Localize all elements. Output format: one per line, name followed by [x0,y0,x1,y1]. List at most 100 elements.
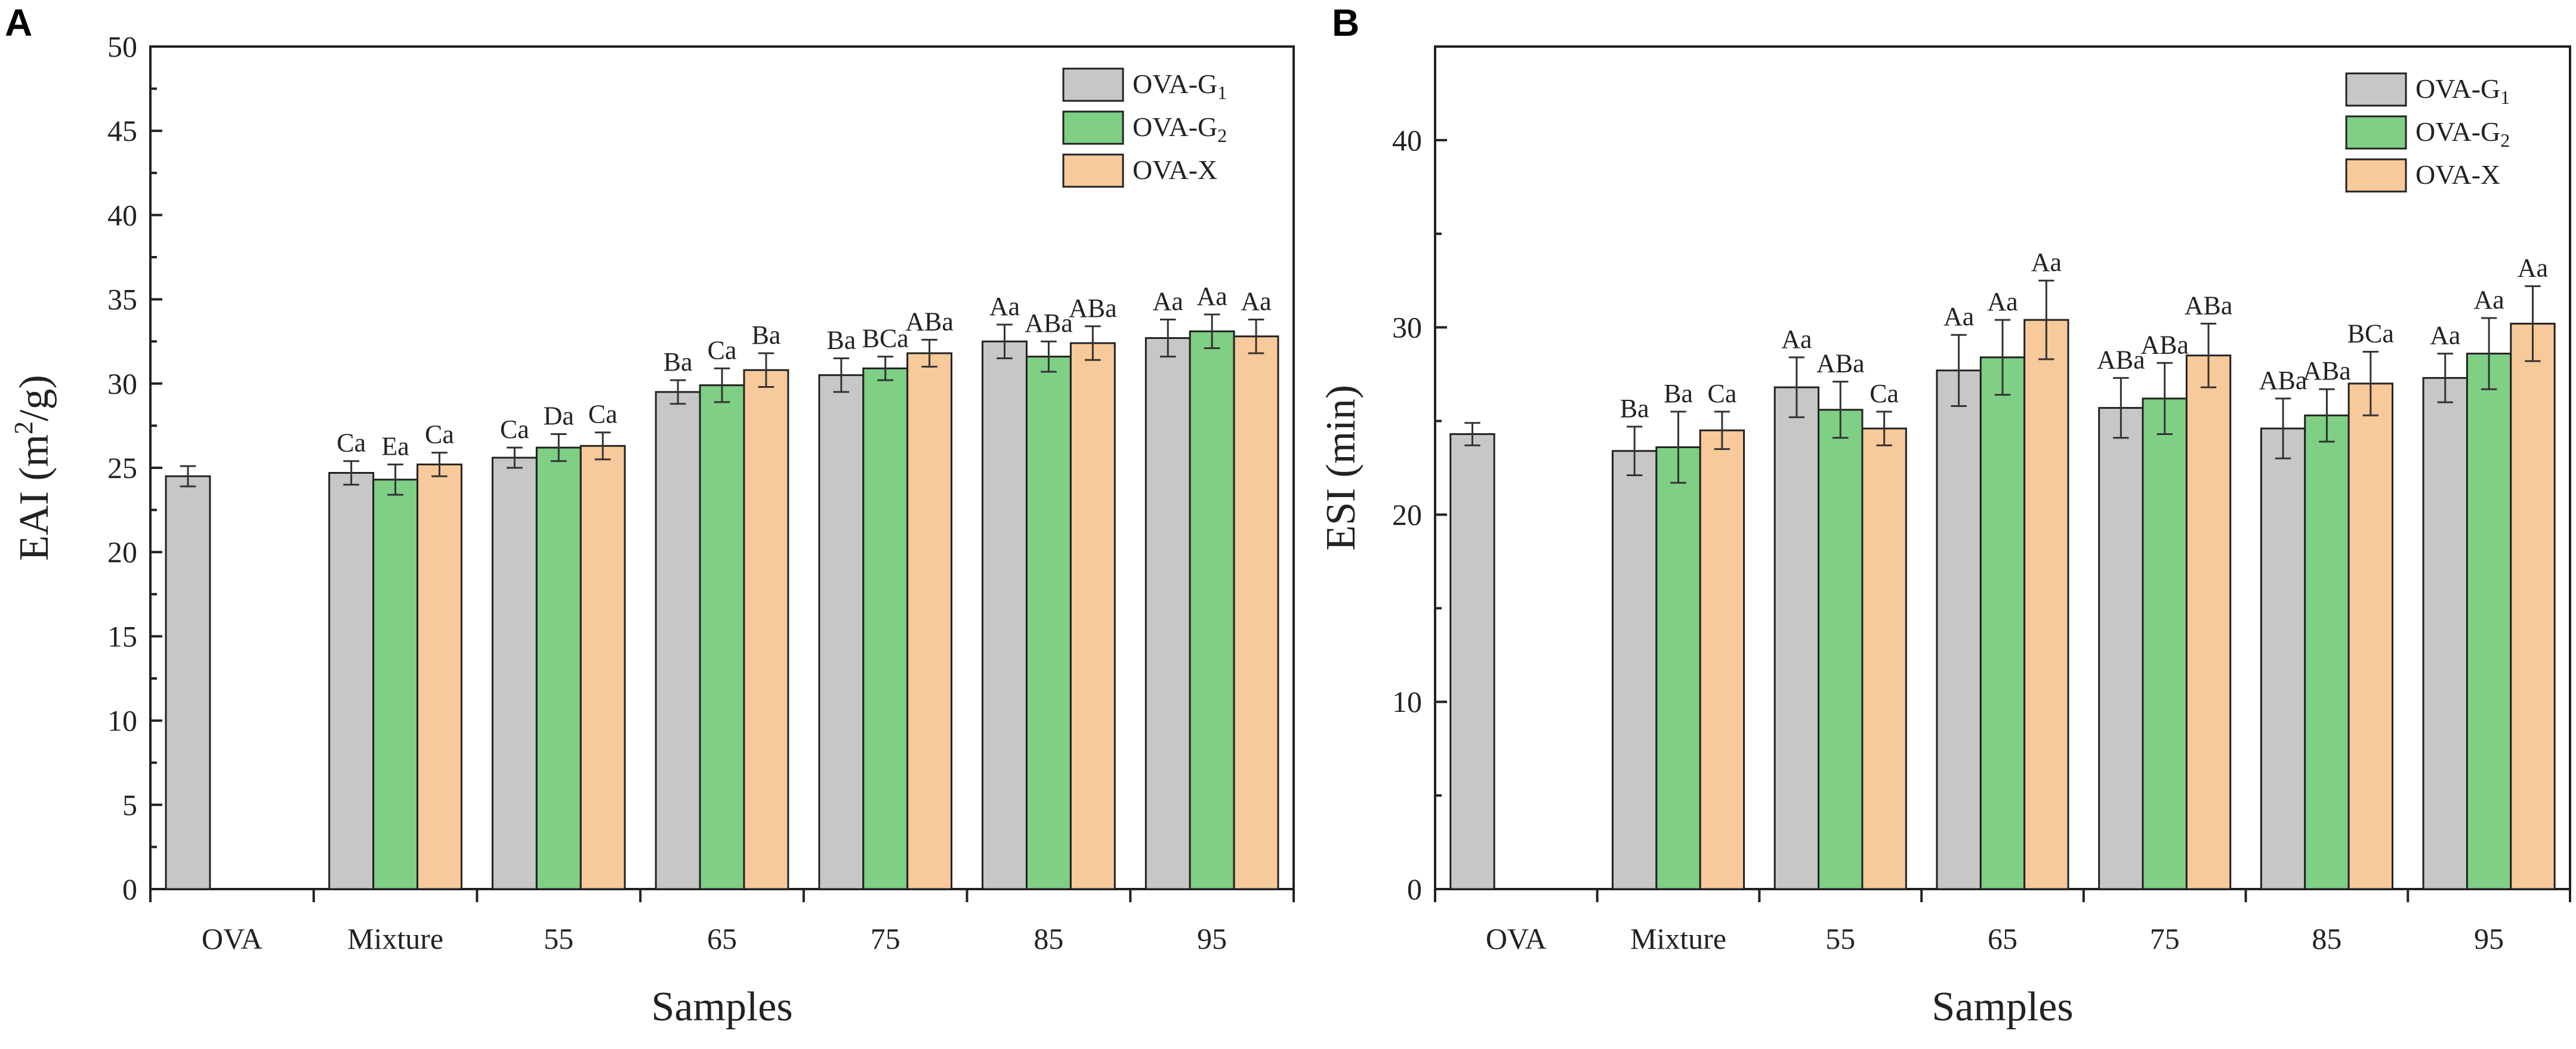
bar-ova-g2 [699,384,745,890]
legend-swatch [2345,115,2407,150]
y-tick-label: 0 [1407,872,1422,906]
error-bar [1994,319,2011,396]
chart-eai: 0 5 10 15 20 25 30 35 40 45 50 OVA Mixture 55 65 75 85 95… [9,30,1295,1030]
error-bar [2319,388,2335,443]
significance-label: ABa [2303,356,2351,385]
y-tick-label: 10 [1392,685,1422,718]
bar-ova-g2 [2466,353,2512,890]
legend-label: OVA-G1 [2415,73,2510,108]
significance-label: Aa [1153,286,1183,316]
x-tick-label: 65 [1988,922,2017,955]
legend-label: OVA-X [1133,155,1217,185]
error-bar [1951,334,1967,407]
bar-ova-x [1233,335,1279,890]
error-bar [2362,350,2378,416]
y-tick-label: 50 [107,30,137,63]
y-tick-label: 15 [107,619,137,653]
significance-label: Ca [337,428,366,458]
bar-ova-x [417,463,462,890]
significance-label: ABa [2140,330,2189,359]
bar-ova-g1 [491,456,538,890]
bar-ova-g2 [1818,409,1864,890]
x-tick-label: 85 [2312,922,2341,955]
error-bar [2113,377,2129,439]
bar-ova-x [2185,354,2232,890]
bar-ova-x [579,445,626,890]
significance-label: Aa [1987,287,2017,316]
error-bar [714,367,730,403]
bar-ova-g1 [1612,450,1658,890]
panel-letter-b: B [1332,1,1359,44]
y-tick-label: 30 [1392,311,1422,344]
significance-label: Aa [2473,285,2504,314]
significance-label: Da [544,402,574,431]
significance-label: Ca [588,400,618,429]
x-axis-title: Samples [651,984,792,1030]
x-tick-label: 95 [1197,922,1227,955]
x-tick-label: Mixture [1630,922,1726,955]
bar-ova-x [1069,342,1116,890]
bar-ova-g1 [2260,427,2306,890]
x-tick-label: 85 [1034,922,1063,955]
error-bar [387,463,403,496]
error-bar [507,446,523,469]
error-bar [1248,318,1264,354]
significance-label: Aa [1241,286,1271,316]
bar-ova-g1 [982,340,1028,890]
error-bar [1085,325,1101,361]
error-bar [2525,285,2541,362]
y-tick-label: 40 [107,198,137,232]
error-bar [1670,411,1686,484]
bar-ova-g2 [1189,330,1235,890]
bar-ova-g2 [862,367,909,890]
error-bar [1204,313,1220,349]
x-tick-label: 75 [871,922,900,955]
significance-label: ABa [1025,308,1073,338]
bar-ova-x [1699,429,1745,890]
y-tick-label: 35 [107,283,137,316]
panel-letter-a: A [5,1,32,44]
significance-label: ABa [1816,349,1865,378]
significance-label: BCa [2347,319,2394,348]
legend-label: OVA-G2 [2415,116,2510,151]
bar-ova-g2 [372,479,419,890]
significance-label: Aa [1196,282,1227,311]
y-tick-label: 40 [1392,124,1422,157]
legend-swatch [1062,110,1124,145]
x-axis-title: Samples [1932,984,2073,1030]
error-bar [670,379,686,405]
bar-ova-x [906,352,953,890]
error-bar [2200,322,2217,388]
legend-label: OVA-G2 [1133,112,1227,146]
bar-ova-g1 [818,374,865,890]
bar-ova-g1 [328,471,375,890]
error-bar [1041,340,1057,373]
error-bar [833,357,850,393]
error-bar [1627,425,1643,477]
error-bar [1832,381,1849,439]
bar-ova-x [1861,427,1907,890]
error-bar [2157,362,2173,436]
y-tick-label: 20 [107,535,137,569]
error-bar [431,452,448,477]
significance-label: ABa [2097,345,2145,374]
bar-ova-g1 [165,475,211,890]
bar-ova-g1 [2098,407,2144,890]
bar-ova-g1 [1144,337,1191,890]
bar-ova-g1 [655,391,701,890]
error-bar [2038,279,2054,360]
error-bar [550,433,567,462]
significance-label: Aa [2430,321,2460,350]
error-bar [343,460,359,486]
x-tick-label: 75 [2150,922,2180,955]
y-axis-title: EAI (m2/g) [9,375,57,561]
significance-label: Ba [664,347,693,377]
significance-label: Ba [751,320,780,350]
legend-swatch [2345,72,2407,107]
significance-label: Aa [1943,302,1974,331]
error-bar [1876,411,1892,446]
significance-label: ABa [2185,291,2233,320]
error-bar [1464,422,1480,446]
